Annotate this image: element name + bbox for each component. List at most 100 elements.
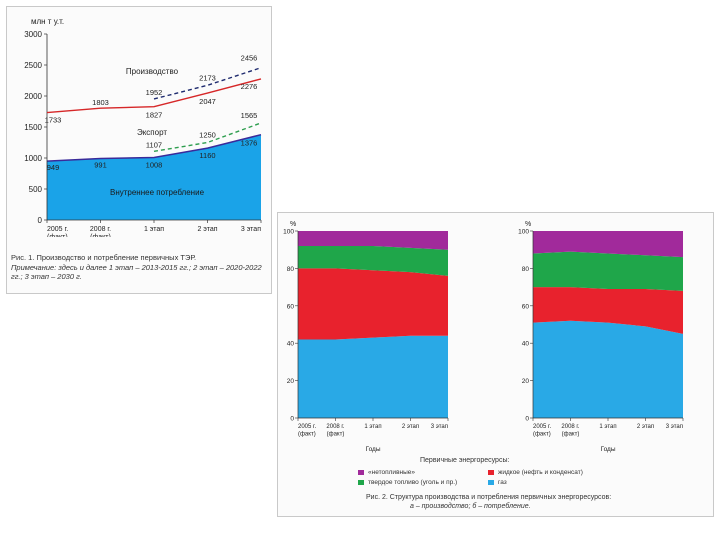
- chart-b-area-3: [533, 231, 683, 258]
- legend-item-liquid: жидкое (нефть и конденсат): [488, 469, 583, 476]
- area-internal-consumption: [47, 134, 261, 220]
- legend-title: Первичные энергоресурсы:: [420, 457, 510, 464]
- chart-b-area-0: [533, 320, 683, 418]
- x-tick-label: 3 этап: [241, 226, 261, 233]
- line-series-2: [153, 122, 262, 153]
- figure-1-panel: млн т у.т. 0 500 1000 1500 2000 2500 3000 2005 г…: [6, 6, 272, 294]
- data-label-internal: 1376: [241, 139, 258, 148]
- legend-item-gas: газ: [488, 479, 507, 486]
- legend-swatch-nonfuel: [358, 470, 364, 475]
- chart-b-x-tick-label: (факт): [533, 432, 551, 438]
- label-internal-consumption: Внутреннее потребление: [110, 188, 205, 197]
- chart-b-y-unit: %: [525, 221, 531, 228]
- chart-a-x-tick-label: 3 этап: [431, 424, 448, 430]
- data-label-production: 1827: [146, 111, 163, 120]
- chart-a-area-0: [298, 335, 448, 418]
- figure-2-panel: % 0 20 40 60 80 100 2005 г. (факт) 2008 г. (факт) 1…: [277, 212, 714, 517]
- chart-b-y-tick-label: 0: [525, 416, 529, 423]
- chart-b-y-tick-label: 20: [522, 378, 530, 385]
- x-tick-label: 2 этап: [197, 226, 217, 233]
- chart-b-y-tick-label: 40: [522, 341, 530, 348]
- legend-label-liquid: жидкое (нефть и конденсат): [498, 469, 583, 476]
- chart-a-x-tick-label: 2005 г.: [298, 424, 316, 430]
- legend-item-nonfuel: «нетопливные»: [358, 469, 415, 476]
- x-tick-label: (факт): [47, 234, 68, 237]
- data-label-export: 1250: [199, 131, 216, 140]
- chart-a-area-2: [298, 245, 448, 276]
- chart-b-area-2: [533, 251, 683, 291]
- chart-b-x-tick-label: 1 этап: [599, 424, 616, 430]
- data-label-internal: 991: [94, 161, 107, 170]
- x-tick-label: 2005 г.: [47, 226, 68, 233]
- chart-a-x-tick-label: (факт): [298, 432, 316, 438]
- line-series-0: [153, 67, 262, 100]
- chart-b-area-1: [533, 287, 683, 334]
- chart-a-y-tick-label: 60: [287, 303, 295, 310]
- figure-2-caption: Рис. 2. Структура производства и потребл…: [366, 493, 706, 511]
- x-tick-label: (факт): [90, 234, 111, 237]
- data-label-internal: 1160: [199, 151, 215, 160]
- data-label-internal: 949: [47, 163, 60, 172]
- data-label-production: 2047: [199, 97, 216, 106]
- y-tick-label: 500: [29, 185, 43, 194]
- data-label-production-max: 2456: [241, 54, 258, 63]
- data-label-export: 1565: [241, 111, 258, 120]
- chart-a-area-1: [298, 268, 448, 340]
- figure-1-note: Примечание: здесь и далее 1 этап – 2013-…: [11, 262, 262, 282]
- data-label-internal: 1008: [146, 161, 163, 170]
- chart-a-y-unit: %: [290, 221, 296, 228]
- line-series-1: [46, 78, 262, 114]
- chart-a-x-tick-label: 2008 г.: [326, 424, 344, 430]
- data-label-production: 2276: [241, 82, 258, 91]
- legend-swatch-liquid: [488, 470, 494, 475]
- chart-b-y-tick-label: 100: [518, 229, 529, 236]
- chart-a-x-tick-label: (факт): [327, 432, 345, 438]
- chart-structure-production: % 0 20 40 60 80 100 2005 г. (факт) 2008 г. (факт) 1…: [283, 221, 449, 453]
- data-label-production-max: 2173: [199, 73, 216, 82]
- y-tick-label: 1000: [24, 154, 42, 163]
- figure-2-title: Рис. 2. Структура производства и потребл…: [366, 494, 612, 501]
- chart-a-y-tick-label: 20: [287, 378, 295, 385]
- chart-b-x-axis-title: Годы: [600, 446, 615, 453]
- chart-a-y-tick-label: 80: [287, 266, 295, 273]
- data-label-production-max: 1952: [146, 88, 163, 97]
- legend-label-nonfuel: «нетопливные»: [368, 469, 416, 476]
- chart-a-x-tick-label: 1 этап: [364, 424, 381, 430]
- y-tick-label: 0: [38, 216, 43, 225]
- chart-b-y-tick-label: 60: [522, 303, 530, 310]
- figure-1-caption: Рис. 1. Производство и потребление перви…: [11, 253, 269, 282]
- line-internal-consumption: [46, 133, 262, 162]
- y-axis-unit: млн т у.т.: [31, 17, 64, 26]
- chart-a-y-tick-label: 0: [290, 416, 294, 423]
- chart-a-x-tick-label: 2 этап: [402, 424, 419, 430]
- data-label-production: 1733: [45, 116, 62, 125]
- data-label-production: 1803: [92, 98, 109, 107]
- chart-a-area-3: [298, 231, 448, 250]
- chart-structure-consumption: % 0 20 40 60 80 100 2005 г. (факт) 2008 г. (факт) 1…: [518, 221, 684, 453]
- chart-b-x-tick-label: 2005 г.: [533, 424, 551, 430]
- chart-a-y-tick-label: 40: [287, 341, 295, 348]
- label-export: Экспорт: [137, 128, 167, 137]
- chart-b-x-tick-label: 2008 г.: [561, 424, 579, 430]
- y-tick-label: 2500: [24, 61, 42, 70]
- legend-label-solid: твердое топливо (уголь и пр.): [368, 479, 458, 486]
- figure-2-subtitle: а – производство; б – потребление.: [410, 503, 531, 510]
- data-label-export: 1107: [146, 140, 162, 149]
- chart-a-y-tick-label: 100: [283, 229, 294, 236]
- chart-b-x-tick-label: 3 этап: [666, 424, 683, 430]
- legend-swatch-gas: [488, 480, 494, 485]
- legend-swatch-solid: [358, 480, 364, 485]
- chart-production-consumption: млн т у.т. 0 500 1000 1500 2000 2500 3000 2005 г…: [24, 17, 262, 237]
- chart-b-y-tick-label: 80: [522, 266, 530, 273]
- y-tick-label: 2000: [24, 92, 42, 101]
- x-tick-label: 2008 г.: [90, 226, 111, 233]
- y-tick-label: 3000: [24, 30, 42, 39]
- label-production: Производство: [126, 67, 179, 76]
- legend-label-gas: газ: [498, 479, 507, 486]
- legend-item-solid: твердое топливо (уголь и пр.): [358, 479, 457, 486]
- chart-b-x-tick-label: 2 этап: [637, 424, 654, 430]
- x-tick-label: 1 этап: [144, 226, 164, 233]
- y-tick-label: 1500: [24, 123, 42, 132]
- chart-a-x-axis-title: Годы: [365, 446, 380, 453]
- chart-b-x-tick-label: (факт): [562, 432, 580, 438]
